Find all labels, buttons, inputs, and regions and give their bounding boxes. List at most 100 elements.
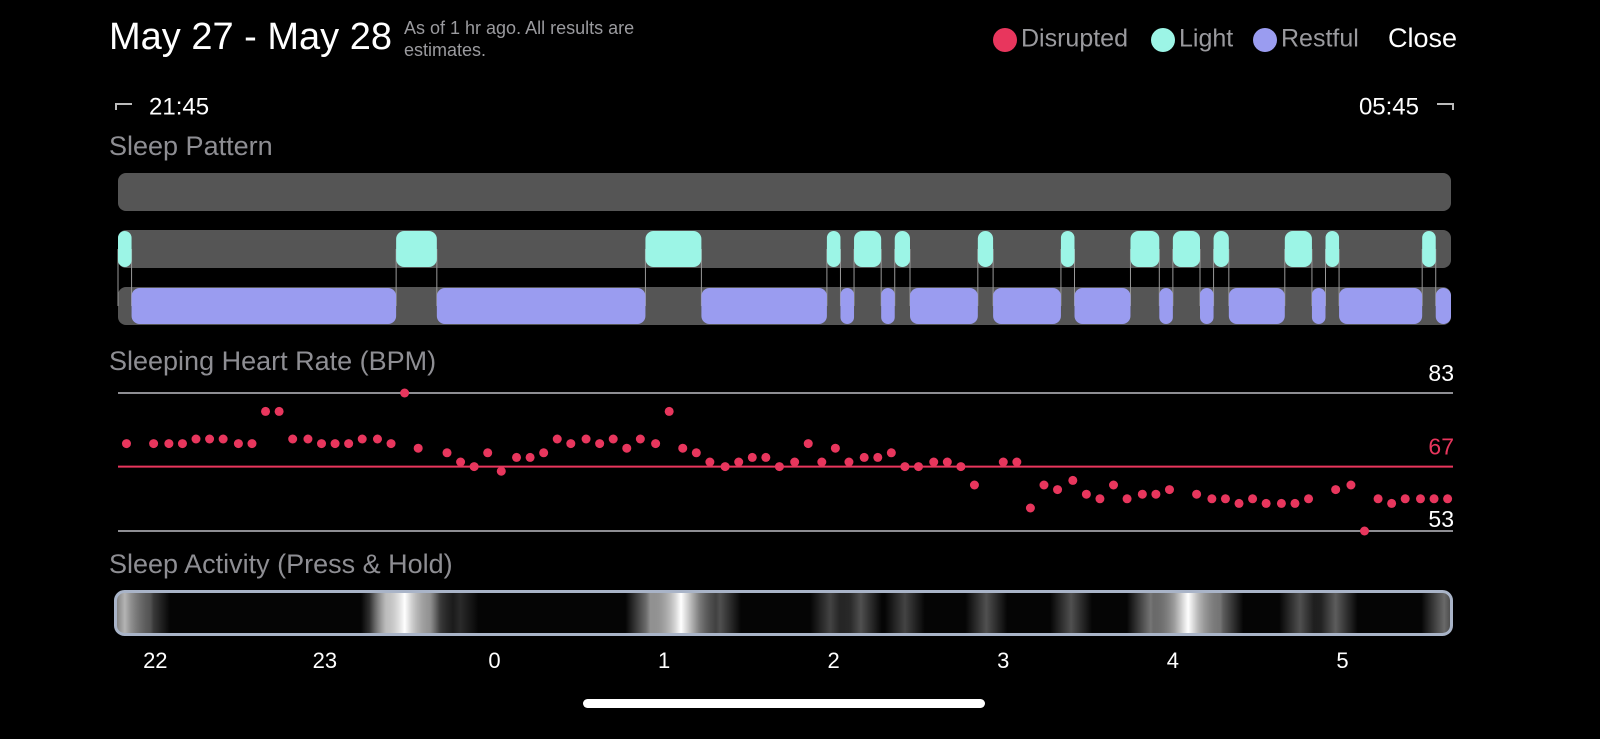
heart-rate-dot bbox=[913, 462, 923, 472]
heart-rate-dot bbox=[635, 434, 645, 444]
range-end-bracket bbox=[1437, 103, 1454, 110]
sleep-segment bbox=[701, 288, 827, 324]
x-tick-label: 3 bbox=[997, 648, 1009, 673]
legend-label: Light bbox=[1179, 25, 1233, 53]
heart-rate-dot bbox=[442, 448, 452, 458]
legend-swatch bbox=[1253, 28, 1277, 52]
pattern-row bbox=[118, 230, 1451, 268]
heart-rate-dot bbox=[774, 462, 784, 472]
sleep-segment bbox=[1422, 231, 1436, 267]
heart-rate-dot bbox=[413, 443, 423, 453]
heart-rate-dot bbox=[1360, 526, 1370, 536]
activity-peak bbox=[130, 592, 171, 634]
heart-rate-dot bbox=[1415, 494, 1425, 504]
sleep-segment bbox=[1339, 288, 1423, 324]
close-button[interactable]: Close bbox=[1388, 23, 1457, 53]
sleep-segment bbox=[1074, 288, 1131, 324]
heart-rate-dot bbox=[149, 439, 159, 449]
heart-rate-dot bbox=[1053, 485, 1063, 495]
activity-peak bbox=[699, 592, 742, 634]
heart-rate-dot bbox=[1068, 475, 1078, 485]
heart-rate-dot bbox=[552, 434, 562, 444]
heart-rate-dot bbox=[1039, 480, 1049, 490]
heart-rate-dot bbox=[956, 462, 966, 472]
activity-peak bbox=[1197, 592, 1244, 634]
heart-rate-dot bbox=[1151, 489, 1161, 499]
activity-peak bbox=[884, 592, 925, 634]
sleep-segment bbox=[1060, 231, 1075, 267]
heart-rate-dot bbox=[998, 457, 1008, 467]
heart-rate-dot bbox=[1304, 494, 1314, 504]
heart-rate-dot bbox=[1095, 494, 1105, 504]
sleep-segment bbox=[1228, 288, 1285, 324]
legend-label: Restful bbox=[1281, 25, 1359, 53]
heart-rate-dot bbox=[205, 434, 215, 444]
heart-rate-dot bbox=[581, 434, 591, 444]
heart-rate-dot bbox=[1234, 498, 1244, 508]
heart-rate-dot bbox=[651, 439, 661, 449]
heart-rate-dot bbox=[691, 448, 701, 458]
sleep-segment bbox=[977, 231, 994, 267]
activity-peaks bbox=[116, 592, 1451, 634]
heart-rate-dot bbox=[1012, 457, 1022, 467]
activity-peak bbox=[1421, 592, 1451, 634]
heart-rate-dot bbox=[274, 406, 284, 416]
heart-rate-dot bbox=[1261, 498, 1271, 508]
x-tick-label: 22 bbox=[143, 648, 167, 673]
activity-peak bbox=[1050, 592, 1093, 634]
heart-rate-dot bbox=[830, 443, 840, 453]
heart-rate-dot bbox=[705, 457, 715, 467]
x-tick-label: 1 bbox=[658, 648, 670, 673]
heart-rate-dot bbox=[483, 448, 493, 458]
average-label: 67 bbox=[1428, 434, 1454, 460]
heart-rate-dot bbox=[233, 439, 243, 449]
heart-rate-dot bbox=[1443, 494, 1453, 504]
heart-rate-dot bbox=[859, 452, 869, 462]
heart-rate-dot bbox=[1346, 480, 1356, 490]
heart-rate-dot bbox=[164, 439, 174, 449]
heart-rate-dot bbox=[608, 434, 618, 444]
sleep-segment bbox=[396, 231, 437, 267]
heart-rate-dot bbox=[386, 439, 396, 449]
heart-rate-dot bbox=[1290, 498, 1300, 508]
sleep-segment bbox=[1200, 288, 1214, 324]
heart-rate-dot bbox=[539, 448, 549, 458]
sleep-segment bbox=[894, 231, 910, 267]
sleep-segment bbox=[1159, 288, 1173, 324]
heart-rate-dot bbox=[303, 434, 313, 444]
legend-swatch bbox=[993, 28, 1017, 52]
x-tick-label: 23 bbox=[313, 648, 337, 673]
x-tick-label: 5 bbox=[1336, 648, 1348, 673]
sleep-segment bbox=[131, 288, 397, 324]
heart-rate-dot bbox=[191, 434, 201, 444]
heart-rate-dot bbox=[512, 452, 522, 462]
heart-rate-dot bbox=[1207, 494, 1217, 504]
heart-rate-dot bbox=[969, 480, 979, 490]
heart-rate-dot bbox=[942, 457, 952, 467]
sleep-segment bbox=[1284, 231, 1312, 267]
x-tick-label: 4 bbox=[1167, 648, 1179, 673]
section-title: Sleeping Heart Rate (BPM) bbox=[109, 346, 436, 376]
sleep-segment bbox=[881, 288, 895, 324]
heart-rate-dot bbox=[1122, 494, 1132, 504]
heart-rate-dot bbox=[1192, 489, 1202, 499]
heart-rate-dot bbox=[1331, 485, 1341, 495]
heart-rate-dot bbox=[1248, 494, 1258, 504]
heart-rate-dot bbox=[803, 439, 813, 449]
sleep-segment bbox=[1325, 231, 1340, 267]
legend-label: Disrupted bbox=[1021, 25, 1128, 53]
heart-rate-dot bbox=[844, 457, 854, 467]
sleep-segment bbox=[1213, 231, 1229, 267]
activity-peak bbox=[442, 592, 479, 634]
range-start-bracket bbox=[115, 103, 132, 110]
x-tick-label: 2 bbox=[828, 648, 840, 673]
heart-rate-dot bbox=[1387, 498, 1397, 508]
y-tick-label: 53 bbox=[1428, 506, 1454, 532]
heart-rate-dot bbox=[566, 439, 576, 449]
title: May 27 - May 28 bbox=[109, 16, 392, 58]
x-tick-label: 0 bbox=[488, 648, 500, 673]
heart-rate-dot bbox=[1025, 503, 1035, 513]
heart-rate-dot bbox=[873, 452, 883, 462]
heart-rate-dot bbox=[929, 457, 939, 467]
